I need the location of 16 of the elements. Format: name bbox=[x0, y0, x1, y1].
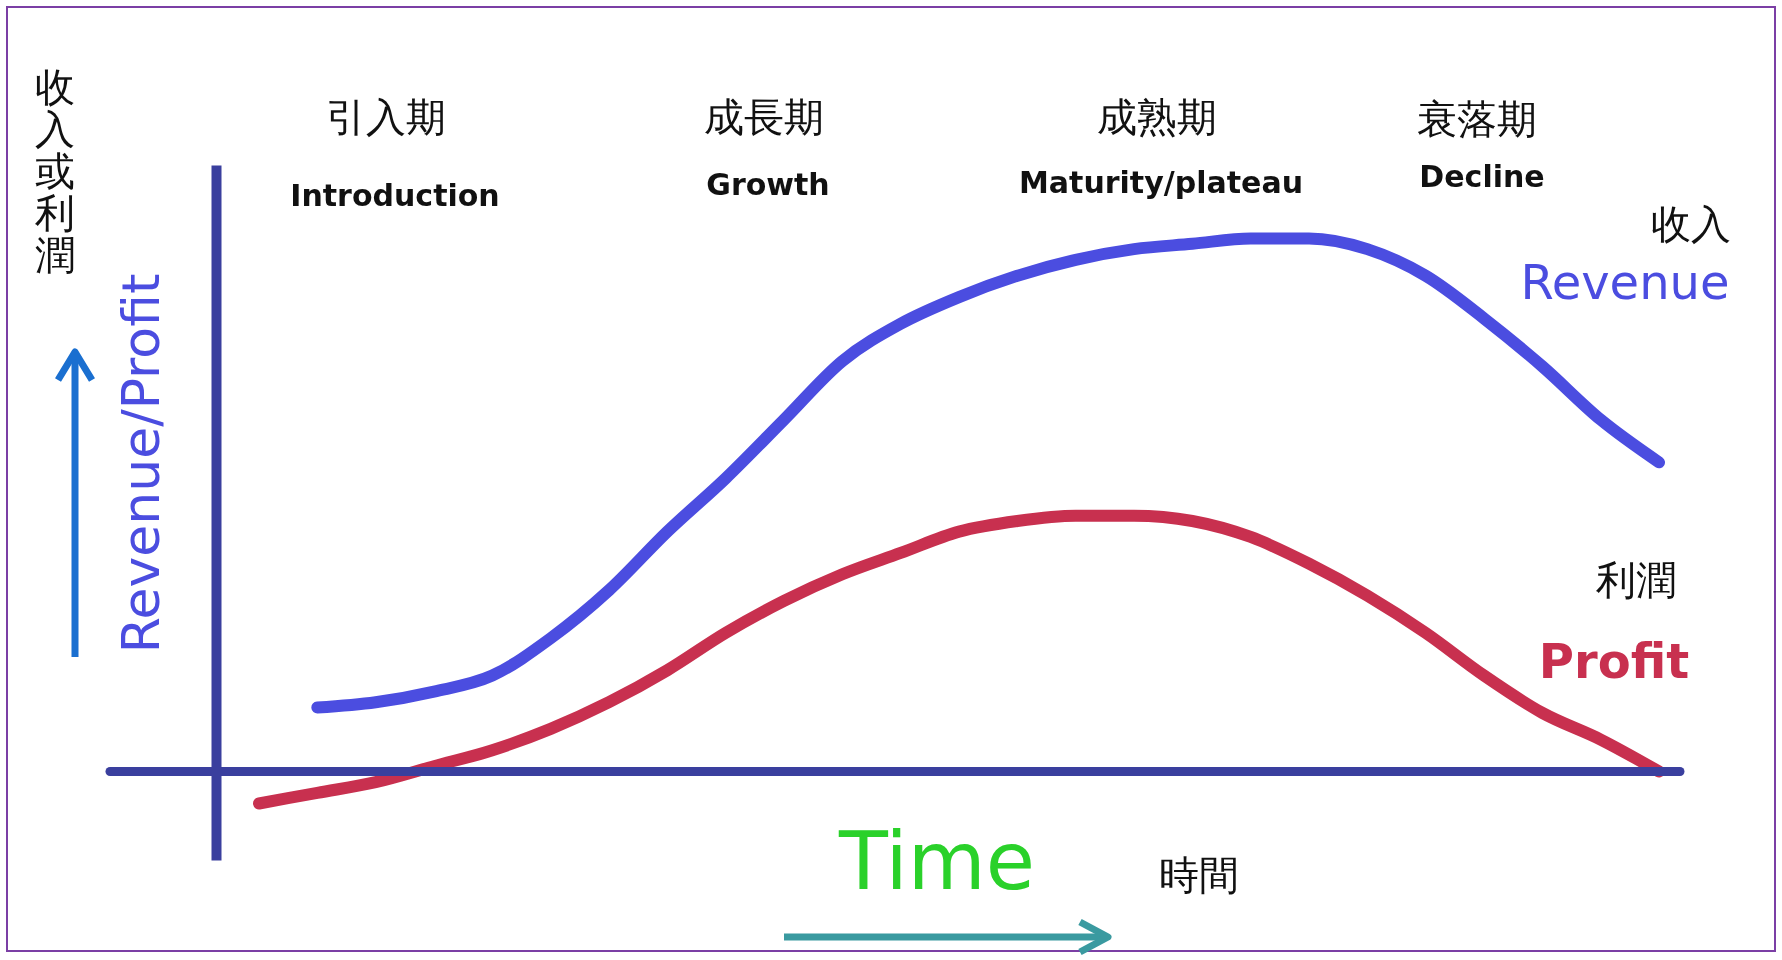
annotation: 收入 bbox=[1651, 199, 1731, 249]
text: 成熟期 bbox=[1097, 92, 1217, 142]
text: 衰落期 bbox=[1417, 94, 1537, 144]
series-label: Revenue bbox=[1520, 254, 1730, 310]
x-axis-title: Time bbox=[838, 815, 1035, 908]
text: Growth bbox=[706, 166, 830, 202]
text: 引入期 bbox=[326, 92, 446, 142]
series-label: Profit bbox=[1538, 633, 1690, 689]
text: Introduction bbox=[290, 177, 500, 213]
text: 時間 bbox=[1159, 850, 1239, 900]
y-axis-title: Revenue/Profit bbox=[110, 273, 171, 654]
text: 收入或利潤 bbox=[35, 64, 75, 278]
text: Decline bbox=[1419, 158, 1545, 194]
text: 成長期 bbox=[704, 92, 824, 142]
annotation: 利潤 bbox=[1596, 555, 1676, 605]
text: Maturity/plateau bbox=[1018, 164, 1304, 200]
